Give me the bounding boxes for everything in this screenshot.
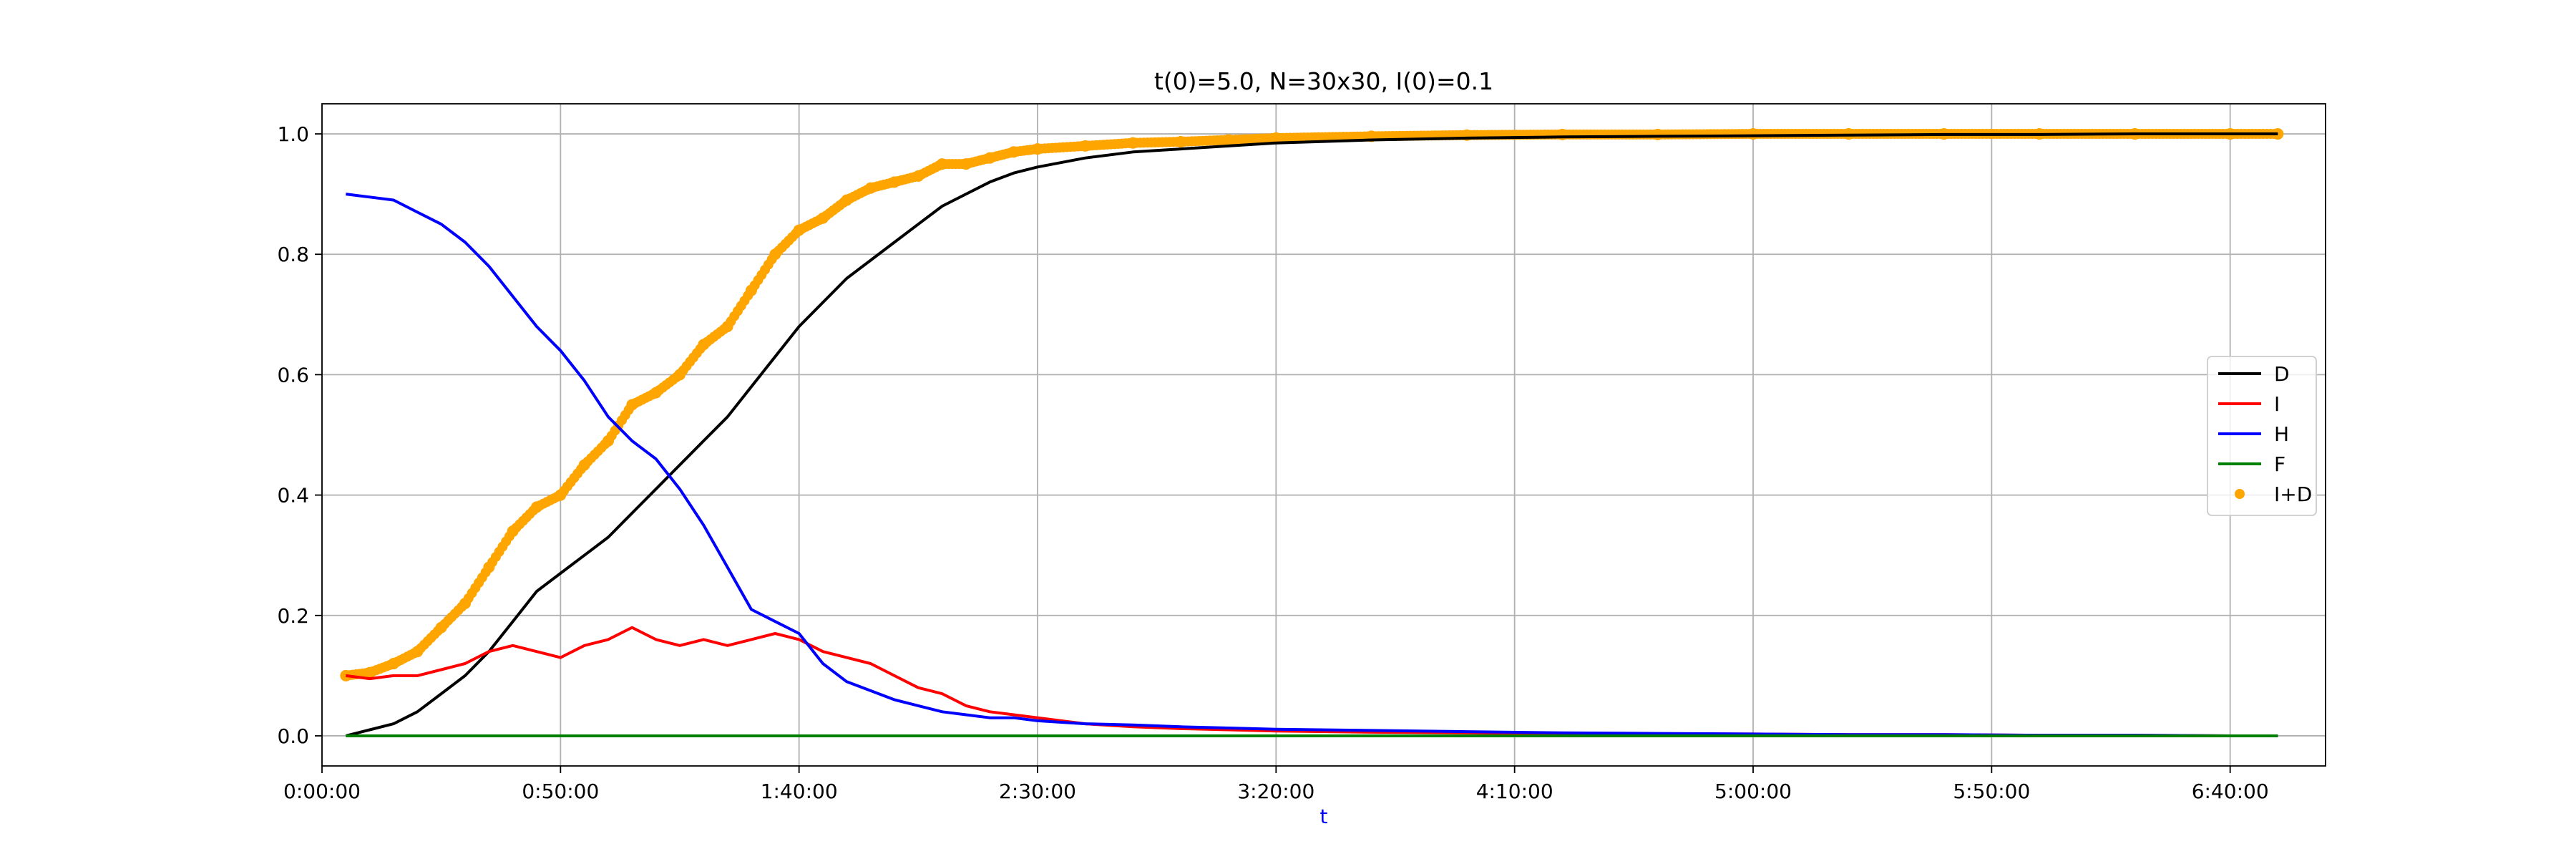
y-tick-label: 0.4 — [277, 484, 309, 508]
x-tick-label: 1:40:00 — [761, 780, 838, 803]
point-i-d-fill — [671, 372, 682, 383]
x-tick-label: 0:00:00 — [283, 780, 361, 803]
x-axis-label: t — [1320, 805, 1328, 828]
point-i-d-fill — [1076, 141, 1087, 152]
series-d-line — [345, 132, 2278, 737]
y-tick-label: 0.6 — [277, 363, 309, 387]
point-i-d-fill — [718, 324, 729, 334]
point-i-d-fill — [623, 404, 634, 415]
legend-marker-i-d — [2235, 489, 2245, 499]
x-tick-label: 6:40:00 — [2192, 780, 2269, 803]
point-i-d-fill — [575, 464, 586, 475]
legend-box — [2207, 356, 2317, 516]
legend-label-i-d: I+D — [2274, 482, 2312, 506]
point-i-d-fill — [600, 439, 610, 450]
point-i-d-fill — [790, 228, 801, 239]
axes-frame — [321, 103, 2326, 767]
series-h-line — [346, 193, 2278, 737]
x-tick-label: 5:50:00 — [1953, 780, 2030, 803]
y-tick-label: 0.0 — [277, 724, 309, 748]
point-i-d-fill — [432, 626, 443, 636]
y-tick-label: 1.0 — [277, 122, 309, 146]
point-i-d-fill — [1219, 135, 1230, 145]
legend-label-d: D — [2274, 362, 2290, 386]
series-i-d-points — [340, 128, 2284, 681]
legend-label-i: I — [2274, 392, 2280, 416]
point-i-d-fill — [743, 290, 753, 301]
x-tick-label: 2:30:00 — [999, 780, 1076, 803]
x-tick-label: 4:10:00 — [1476, 780, 1553, 803]
y-tick-label: 0.8 — [277, 243, 309, 266]
point-i-d-fill — [457, 601, 467, 612]
x-axis: 0:00:00 0:50:00 1:40:00 2:30:00 3:20:00 4:10:… — [283, 766, 2269, 803]
legend-label-h: H — [2274, 422, 2289, 446]
chart-title: t(0)=5.0, N=30x30, I(0)=0.1 — [1154, 67, 1493, 95]
point-i-d-fill — [1267, 133, 1278, 144]
point-i-d-fill — [1171, 137, 1182, 147]
y-axis: 0.0 0.2 0.4 0.6 0.8 1.0 — [277, 122, 322, 748]
x-tick-label: 3:20:00 — [1237, 780, 1314, 803]
point-i-d-fill — [695, 344, 706, 354]
point-i-d-fill — [480, 567, 491, 578]
point-i-d-fill — [409, 648, 419, 659]
legend-label-f: F — [2274, 452, 2285, 476]
series-layer — [340, 128, 2284, 737]
y-tick-label: 0.2 — [277, 604, 309, 628]
point-i-d-fill — [552, 491, 562, 502]
point-i-d-fill — [1124, 137, 1135, 148]
x-tick-label: 0:50:00 — [522, 780, 599, 803]
point-i-d-fill — [504, 531, 514, 542]
point-i-d-fill — [766, 254, 777, 265]
point-i-d-fill — [528, 505, 539, 516]
x-tick-label: 5:00:00 — [1714, 780, 1792, 803]
